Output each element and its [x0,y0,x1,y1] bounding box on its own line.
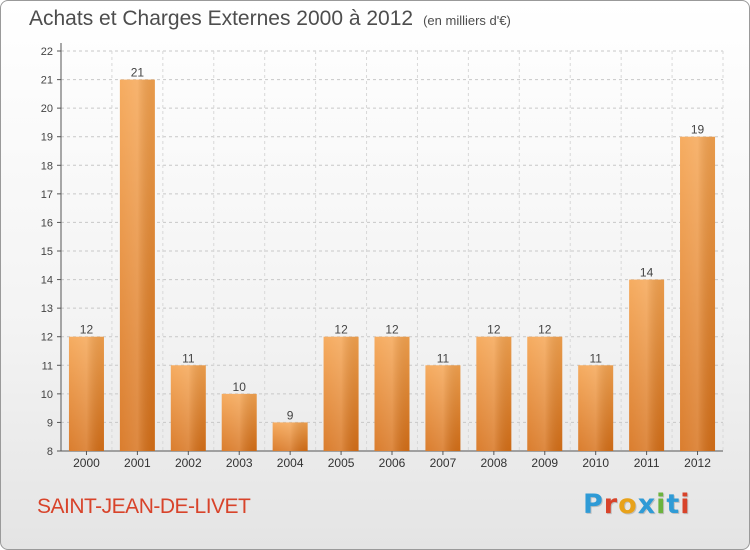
bar-highlight [629,279,665,451]
x-tick-label: 2001 [124,456,151,470]
bar-value-label: 12 [385,323,399,337]
bar-highlight [476,336,512,451]
x-tick-label: 2002 [175,456,202,470]
logo-letter: r [603,489,619,520]
bar-highlight [68,336,104,451]
y-tick-label: 18 [41,160,53,172]
chart-title: Achats et Charges Externes 2000 à 2012 (e… [29,7,511,31]
x-tick-label: 2012 [684,456,711,470]
logo-letter: o [618,489,638,520]
bar-value-label: 9 [287,408,294,422]
x-tick-label: 2010 [582,456,609,470]
chart-title-text: Achats et Charges Externes 2000 à 2012 [29,7,414,30]
x-tick-label: 2007 [430,456,457,470]
x-tick-label: 2000 [73,456,100,470]
x-tick-label: 2003 [226,456,253,470]
commune-name: SAINT-JEAN-DE-LIVET [37,495,251,518]
bar-value-label: 12 [334,323,348,337]
bar-highlight [578,365,614,451]
bar-highlight [323,336,359,451]
bar-highlight [680,136,716,451]
logo-letter: i [680,489,691,520]
bar-value-label: 19 [691,123,705,137]
y-tick-label: 9 [47,417,53,429]
x-tick-label: 2011 [634,456,660,470]
bar-highlight [272,422,308,451]
y-tick-label: 15 [41,246,53,258]
bar-highlight [425,365,461,451]
y-tick-label: 13 [41,303,53,315]
bar-value-label: 12 [538,323,552,337]
x-tick-label: 2004 [277,456,304,470]
y-tick-label: 12 [41,332,53,344]
y-tick-label: 11 [42,360,53,372]
x-tick-label: 2006 [379,456,406,470]
y-tick-label: 10 [41,389,53,401]
y-tick-label: 19 [41,132,53,144]
y-tick-label: 16 [41,217,53,229]
bar-value-label: 10 [233,380,247,394]
y-tick-label: 22 [41,46,53,58]
y-tick-label: 8 [47,446,53,458]
bar-value-label: 11 [437,351,450,365]
bar-highlight [119,79,155,452]
bar-value-label: 14 [640,266,654,280]
bar-value-label: 21 [131,66,145,80]
y-tick-label: 17 [41,189,53,201]
y-tick-label: 14 [41,275,53,287]
bar-highlight [170,365,206,451]
bar-value-label: 12 [80,323,94,337]
x-tick-label: 2008 [480,456,507,470]
x-tick-label: 2005 [328,456,355,470]
x-tick-label: 2009 [531,456,558,470]
data-labels: 12 21 11 10 9 12 12 11 12 12 11 14 19 [80,66,705,423]
logo-letter: t [666,489,681,520]
bar-value-label: 11 [589,351,602,365]
logo-letter: x [637,489,657,520]
chart-subtitle: (en milliers d'€) [423,13,511,28]
logo-letter: i [656,489,667,520]
bar-highlight [374,336,410,451]
y-tick-label: 20 [41,103,53,115]
y-tick-label: 21 [41,75,53,87]
bar-highlight [221,393,257,451]
bar-highlight [527,336,563,451]
bar-value-label: 11 [182,351,195,365]
proxiti-logo: Proxiti [583,489,691,520]
bar-value-label: 12 [487,323,501,337]
bars [68,79,716,452]
logo-letter: P [583,489,604,520]
